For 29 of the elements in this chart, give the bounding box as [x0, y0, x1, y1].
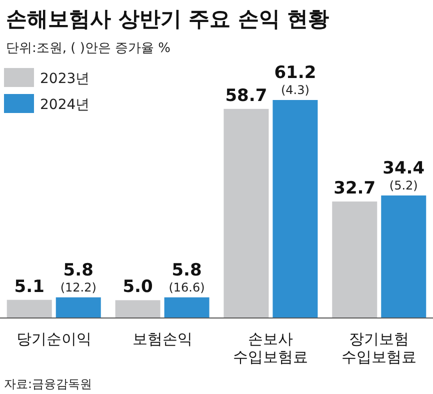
x-tick-label: 장기보험 수입보험료: [342, 330, 417, 366]
chart-subtitle: 단위:조원, ( )안은 증가율 %: [6, 41, 171, 56]
x-tick-label: 보험손익: [132, 330, 192, 348]
data-label: 5.8: [63, 260, 94, 280]
legend-label: 2024년: [40, 97, 90, 113]
bar: [224, 108, 269, 318]
data-label: 5.0: [122, 277, 154, 298]
data-label: 61.2: [274, 63, 316, 83]
bar: [164, 297, 210, 318]
bar: [381, 195, 426, 318]
chart-title: 손해보험사 상반기 주요 손익 현황: [6, 7, 330, 31]
text: 자료:금융감독원: [4, 377, 92, 391]
annotation: (16.6): [168, 280, 205, 294]
data-label: 5.1: [14, 276, 44, 297]
bar: [272, 100, 318, 318]
bar: [56, 297, 101, 318]
bar: [115, 300, 160, 318]
bar: [332, 202, 378, 318]
x-tick-label: 당기순이익: [16, 330, 92, 348]
x-tick-label: 손보사 수입보험료: [233, 330, 308, 366]
annotation: (12.2): [60, 280, 96, 294]
data-label: 34.4: [382, 158, 425, 178]
bar: [6, 300, 52, 318]
data-label: 5.8: [172, 260, 202, 280]
data-label: 32.7: [334, 178, 376, 199]
annotation: (4.3): [280, 83, 310, 97]
legend-label: 2023년: [40, 71, 90, 87]
data-label: 58.7: [225, 86, 268, 106]
annotation: (5.2): [389, 178, 418, 192]
